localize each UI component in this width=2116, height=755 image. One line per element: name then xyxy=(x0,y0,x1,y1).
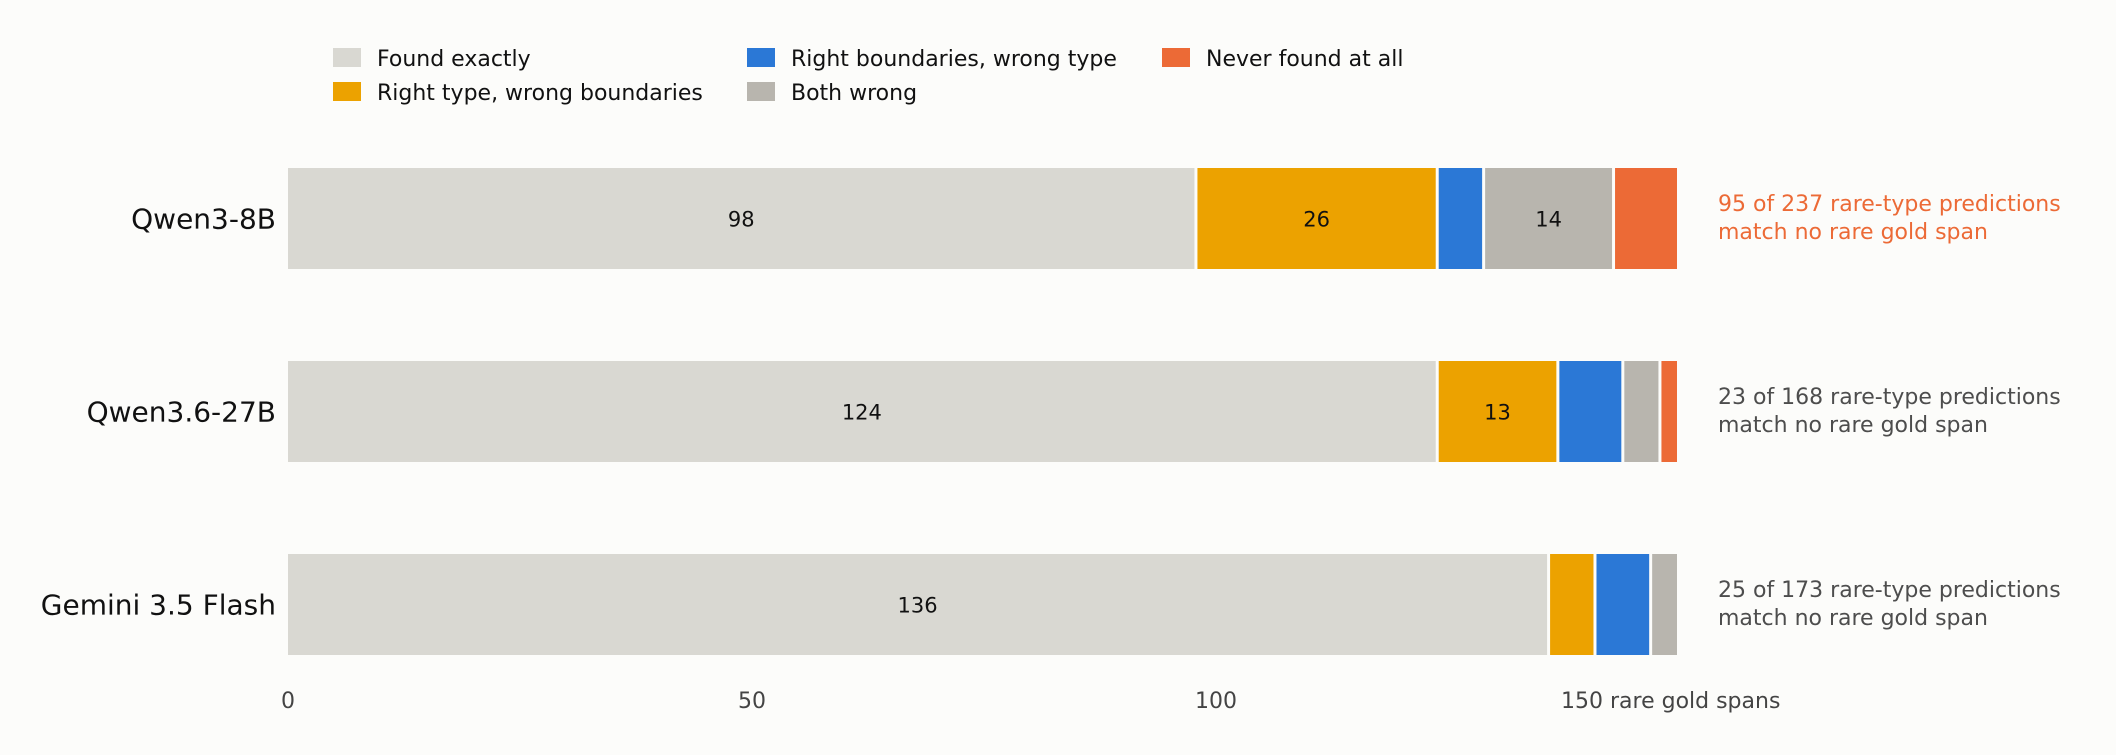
annotation-line-1: 23 of 168 rare-type predictions xyxy=(1718,385,2061,410)
annotation-line-1: 95 of 237 rare-type predictions xyxy=(1718,192,2061,217)
legend-label-found-exactly: Found exactly xyxy=(377,47,531,72)
bar-segment-both-wrong-gemini-3-5-flash xyxy=(1652,554,1677,655)
bar-segment-found-exactly-qwen3-6-27b xyxy=(288,361,1436,462)
x-tick-label: 150 rare gold spans xyxy=(1561,689,1780,714)
bar-segment-both-wrong-qwen3-6-27b xyxy=(1624,361,1659,462)
bar-segment-right-boundaries-wrong-type-qwen3-6-27b xyxy=(1559,361,1622,462)
x-tick-label: 50 xyxy=(738,689,766,714)
data-label: 14 xyxy=(1535,208,1562,232)
legend-swatch-right-type-wrong-boundaries xyxy=(333,82,361,101)
bar-segment-found-exactly-qwen3-8b xyxy=(288,168,1195,269)
category-label: Qwen3.6-27B xyxy=(87,396,276,429)
data-label: 26 xyxy=(1303,208,1330,232)
bar-segment-right-type-wrong-boundaries-gemini-3-5-flash xyxy=(1550,554,1594,655)
data-label: 13 xyxy=(1484,401,1511,425)
legend-label-right-type-wrong-boundaries: Right type, wrong boundaries xyxy=(377,81,703,106)
bar-segment-never-found-at-all-qwen3-6-27b xyxy=(1661,361,1677,462)
legend-label-never-found-at-all: Never found at all xyxy=(1206,47,1403,72)
bar-segment-right-boundaries-wrong-type-qwen3-8b xyxy=(1438,168,1483,269)
data-label: 136 xyxy=(897,594,937,618)
x-tick-label: 100 xyxy=(1195,689,1237,714)
category-label: Qwen3-8B xyxy=(131,203,276,236)
legend-swatch-both-wrong xyxy=(747,82,775,101)
bar-segment-right-boundaries-wrong-type-gemini-3-5-flash xyxy=(1596,554,1650,655)
bar-segment-both-wrong-qwen3-8b xyxy=(1485,168,1613,269)
bar-segment-found-exactly-gemini-3-5-flash xyxy=(288,554,1548,655)
legend: Found exactly Right type, wrong boundarie… xyxy=(333,47,1403,106)
annotation-line-2: match no rare gold span xyxy=(1718,606,1988,631)
x-tick-label: 0 xyxy=(281,689,295,714)
legend-swatch-right-boundaries-wrong-type xyxy=(747,48,775,67)
annotation-line-2: match no rare gold span xyxy=(1718,413,1988,438)
legend-swatch-never-found-at-all xyxy=(1162,48,1190,67)
legend-label-right-boundaries-wrong-type: Right boundaries, wrong type xyxy=(791,47,1117,72)
data-label: 124 xyxy=(842,401,882,425)
bar-area: Qwen3-8B 98 26 14 Qwen3.6-27B 124 13 Gemini 3.5… xyxy=(41,168,1677,655)
legend-label-both-wrong: Both wrong xyxy=(791,81,917,106)
bar-segment-never-found-at-all-qwen3-8b xyxy=(1615,168,1677,269)
annotation-line-2: match no rare gold span xyxy=(1718,220,1988,245)
annotation-line-1: 25 of 173 rare-type predictions xyxy=(1718,578,2061,603)
x-axis: 0 50 100 150 rare gold spans xyxy=(281,689,1780,714)
legend-swatch-found-exactly xyxy=(333,48,361,67)
bar-segment-right-type-wrong-boundaries-qwen3-8b xyxy=(1197,168,1436,269)
category-label: Gemini 3.5 Flash xyxy=(41,589,276,622)
bar-segment-right-type-wrong-boundaries-qwen3-6-27b xyxy=(1438,361,1557,462)
annotations: 95 of 237 rare-type predictions match no … xyxy=(1718,192,2061,631)
data-label: 98 xyxy=(728,208,755,232)
